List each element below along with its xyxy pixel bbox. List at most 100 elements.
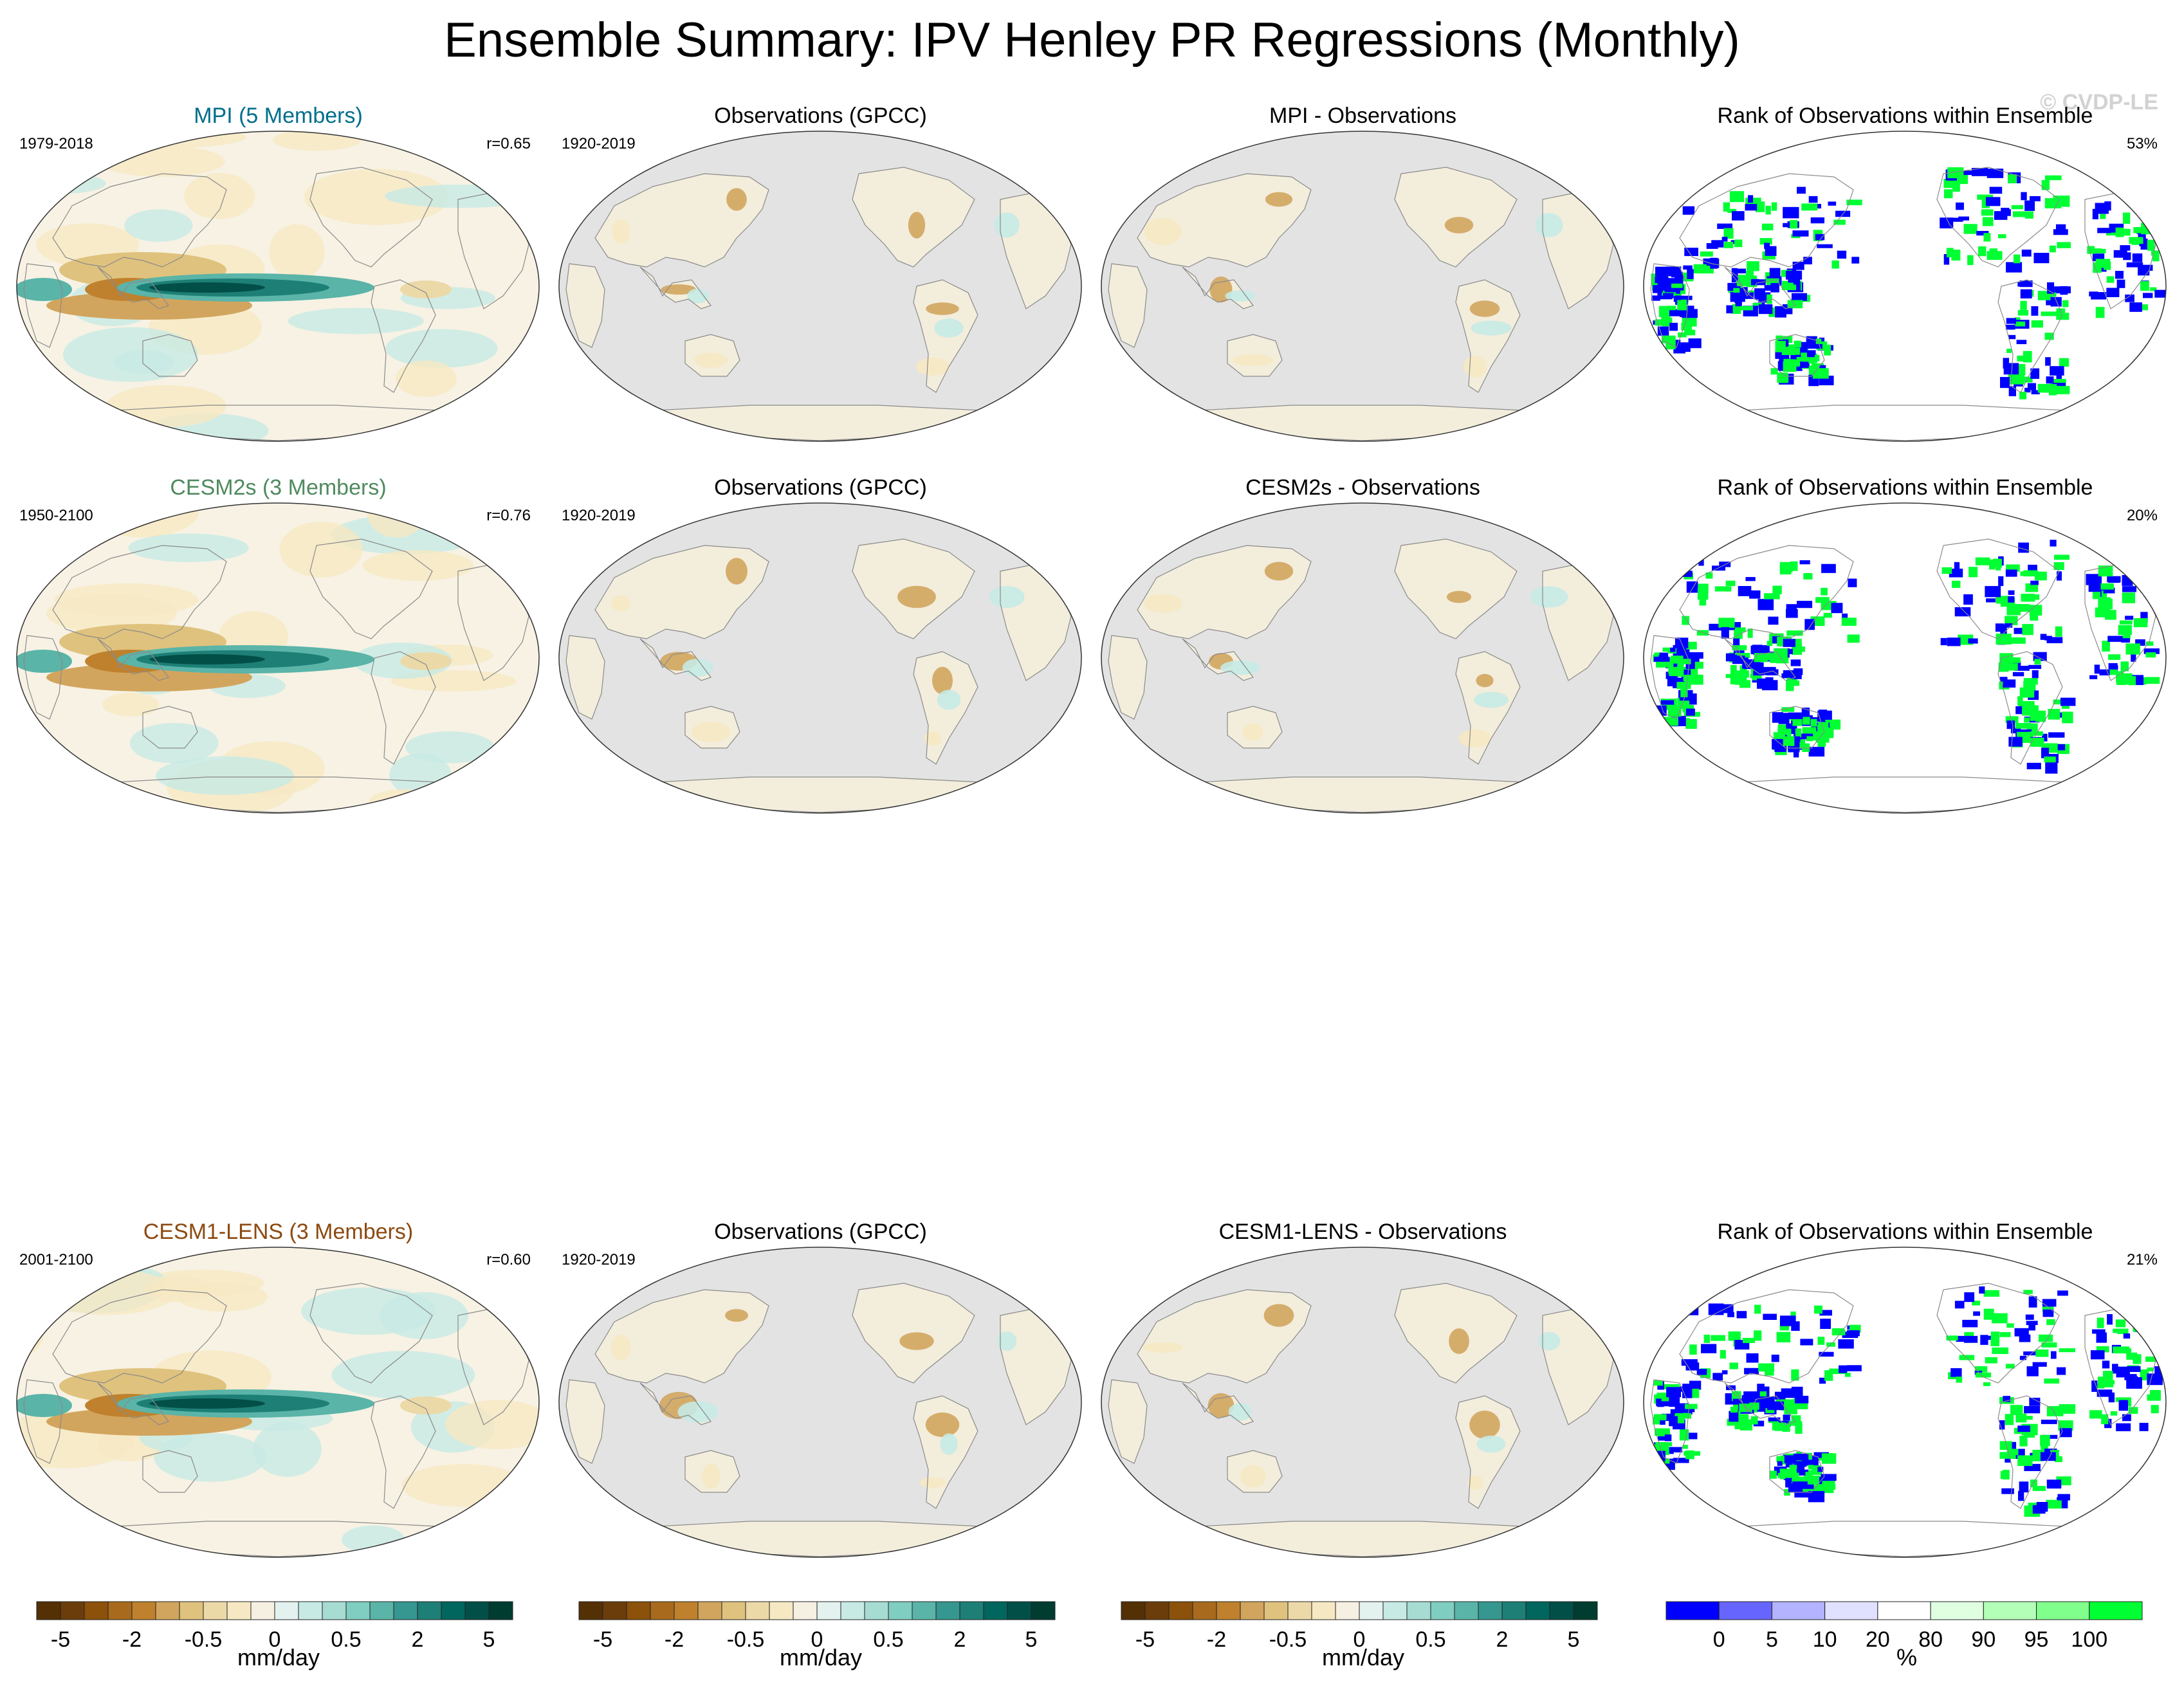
rank-cell — [2094, 664, 2100, 674]
rank-cell — [1808, 1465, 1814, 1470]
rank-cell — [1765, 677, 1774, 682]
rank-cell — [2143, 587, 2154, 598]
rank-cell — [1783, 206, 1799, 219]
rank-cell — [2038, 1334, 2053, 1342]
rank-cell — [2041, 1443, 2048, 1452]
rank-cell — [2006, 262, 2023, 273]
rank-cell — [1653, 1414, 1667, 1421]
colorbar-swatch — [1311, 1601, 1336, 1620]
rank-cell — [2050, 297, 2062, 307]
map-rank-row1 — [1643, 131, 2167, 442]
rank-cell — [2059, 1348, 2075, 1353]
rank-cell — [2056, 313, 2069, 320]
rank-cell — [2107, 636, 2124, 642]
rank-cell — [2045, 762, 2058, 774]
rank-cell — [1963, 594, 1973, 605]
rank-cell — [1727, 1312, 1734, 1317]
rank-cell — [1686, 641, 1697, 650]
coastline — [639, 1382, 711, 1425]
rank-cell — [1962, 1319, 1978, 1328]
rank-cell — [1954, 562, 1960, 571]
rank-cell — [2040, 634, 2047, 640]
rank-cell — [2120, 245, 2131, 251]
land-anomaly — [934, 318, 964, 338]
rank-cell — [1989, 187, 2003, 194]
rank-cell — [2005, 569, 2017, 577]
rank-cell — [2024, 1463, 2041, 1472]
rank-cell — [1803, 1476, 1819, 1485]
rank-cell — [1767, 1401, 1785, 1411]
rank-cell — [2040, 1452, 2056, 1461]
land-anomaly — [926, 302, 959, 315]
rank-cell — [1831, 260, 1839, 269]
colorbar-swatch — [697, 1601, 722, 1620]
rank-cell — [1673, 267, 1681, 274]
rank-cell — [2147, 1367, 2154, 1372]
rank-cell — [1983, 233, 1991, 242]
rank-cell — [2046, 1479, 2062, 1489]
panel-model-row2: CESM2s (3 Members) 1950-2100 r=0.76 — [6, 475, 550, 816]
rank-cell — [1808, 747, 1825, 757]
rank-cell — [2151, 195, 2163, 205]
land-anomaly — [989, 585, 1025, 609]
rank-cell — [2145, 1356, 2156, 1362]
rank-cell — [1684, 1451, 1701, 1456]
rank-cell — [1783, 736, 1795, 746]
rank-cell — [1841, 618, 1857, 626]
rank-cell — [2041, 747, 2050, 758]
coastline — [1724, 266, 1796, 309]
map-border — [1643, 131, 2167, 442]
rank-cell — [2028, 1296, 2037, 1308]
rank-cell — [1776, 1332, 1791, 1342]
anomaly-patch — [106, 385, 226, 428]
rank-cell — [1775, 306, 1786, 318]
rank-cell — [1732, 211, 1745, 221]
rank-cell — [1821, 1474, 1837, 1481]
panel-percent: 20% — [2126, 507, 2158, 524]
rank-cell — [1802, 743, 1810, 752]
rank-cell — [2005, 1364, 2015, 1369]
rank-cell — [2087, 246, 2095, 254]
rank-cell — [1786, 679, 1794, 691]
ocean-masked — [559, 1247, 1081, 1557]
rank-cell — [2125, 616, 2134, 620]
colorbar-unit: % — [1896, 1644, 1917, 1670]
anomaly-patch — [253, 1422, 322, 1477]
anomaly-patch — [454, 401, 513, 436]
rank-cell — [1671, 283, 1683, 288]
colorbar-swatch — [1771, 1601, 1826, 1620]
rank-cell — [1770, 368, 1778, 375]
rank-cell — [2024, 200, 2035, 211]
rank-cell — [2008, 174, 2017, 183]
rank-cell — [2042, 733, 2048, 742]
rank-cell — [1656, 1398, 1673, 1407]
rank-cell — [2101, 1414, 2109, 1425]
panel-correlation: r=0.76 — [486, 507, 531, 524]
land-anomaly — [610, 1334, 631, 1361]
colorbar-swatch — [1240, 1601, 1265, 1620]
panel-title: Observations (GPCC) — [714, 104, 927, 128]
colorbar-tick-label: -2 — [665, 1627, 684, 1652]
colorbar-swatch — [1549, 1601, 1574, 1620]
rank-cell — [1994, 211, 2008, 220]
rank-cell — [1847, 634, 1860, 643]
rank-cell — [1772, 1422, 1786, 1431]
colorbar-swatch — [1287, 1601, 1312, 1620]
rank-cell — [1768, 616, 1779, 625]
coastline — [142, 334, 198, 377]
rank-cell — [2004, 623, 2013, 628]
colorbar-tick-label: 0.5 — [331, 1627, 361, 1652]
rank-cell — [1729, 191, 1745, 203]
colorbar-swatch — [816, 1601, 841, 1620]
rank-cell — [2107, 576, 2121, 583]
rank-cell — [2050, 540, 2057, 547]
land-area — [1718, 1521, 2091, 1557]
rank-cell — [1761, 223, 1774, 231]
rank-cell — [2135, 639, 2145, 646]
rank-cell — [1792, 680, 1800, 686]
colorbar-swatch — [1031, 1601, 1056, 1620]
rank-cell — [1682, 1389, 1693, 1398]
rank-cell — [2019, 1334, 2031, 1342]
rank-cell — [2014, 666, 2030, 671]
rank-cell — [2033, 652, 2047, 661]
